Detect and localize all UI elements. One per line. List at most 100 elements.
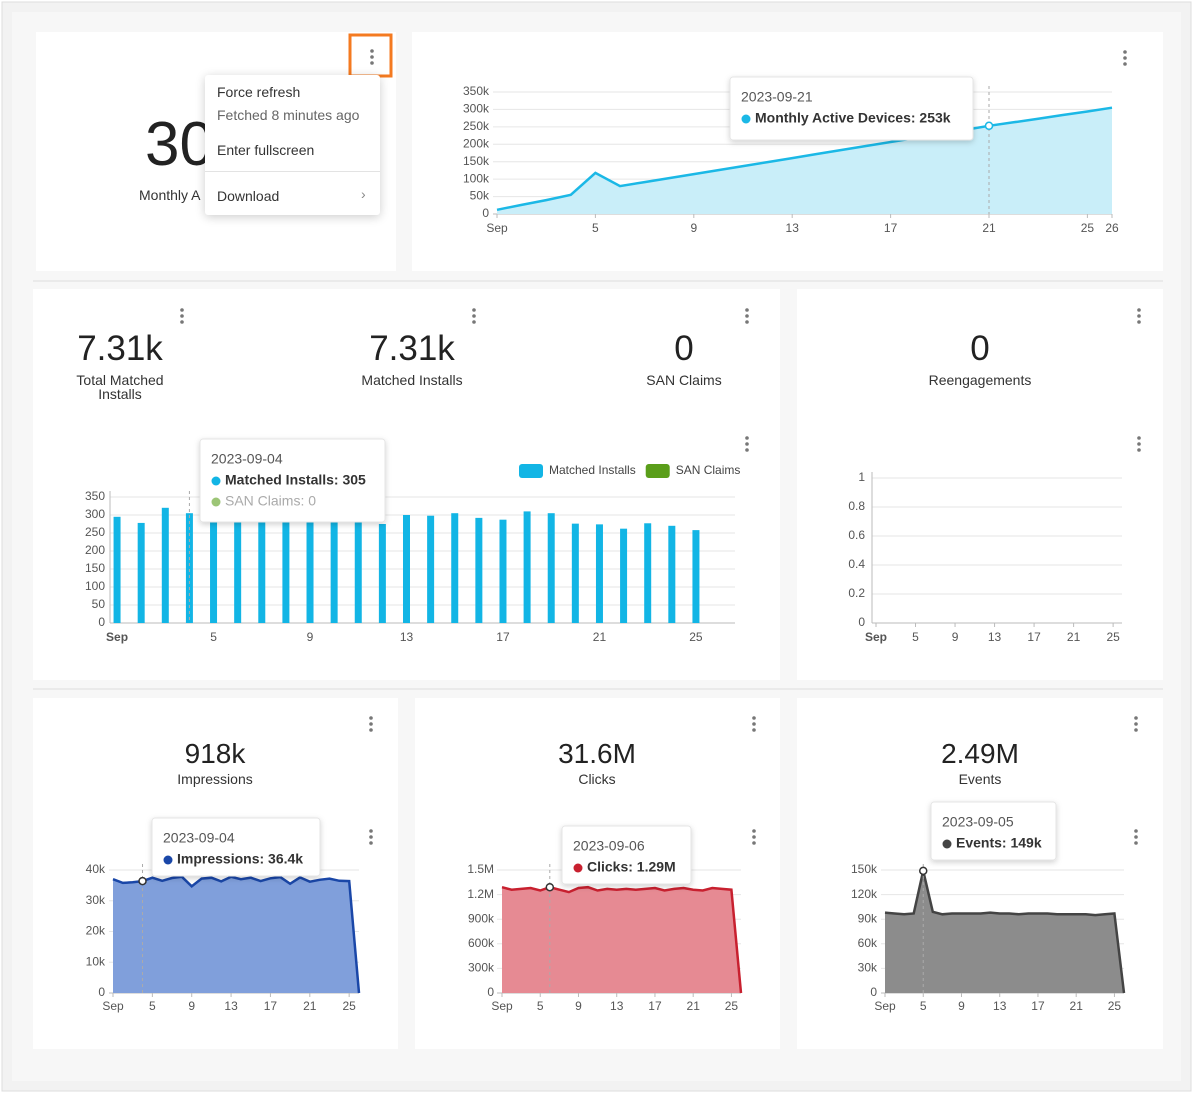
kpi-value: 918k <box>184 738 246 769</box>
x-tick-label: Sep <box>102 999 124 1013</box>
line <box>112 875 361 994</box>
bar <box>234 521 242 623</box>
dot <box>180 314 184 318</box>
x-tick-label: 25 <box>1081 221 1095 235</box>
x-tick-label: 17 <box>1027 630 1041 644</box>
menu-item[interactable]: Force refresh <box>217 84 301 100</box>
line <box>884 870 1126 994</box>
more-options[interactable] <box>1137 436 1141 452</box>
tooltip-item: SAN Claims: 0 <box>225 493 316 509</box>
more-options[interactable] <box>752 829 756 845</box>
y-tick-label: 0 <box>98 985 105 999</box>
dot <box>1123 50 1127 54</box>
y-tick-label: 0 <box>98 615 105 629</box>
bar <box>378 524 386 623</box>
tooltip-dot <box>211 476 221 486</box>
dot <box>1123 62 1127 66</box>
more-options[interactable] <box>180 308 184 324</box>
area-fill <box>885 870 1124 993</box>
legend-swatch <box>645 464 670 478</box>
more-options[interactable] <box>1134 716 1138 732</box>
x-tick-label: 9 <box>958 999 965 1013</box>
tooltip-title: 2023-09-04 <box>211 451 283 467</box>
bar <box>354 522 362 623</box>
y-tick-label: 150k <box>463 154 490 168</box>
dot <box>369 841 373 845</box>
x-tick-label: 17 <box>1031 999 1045 1013</box>
y-tick-label: 40k <box>86 862 106 876</box>
menu-item[interactable]: Enter fullscreen <box>217 142 315 158</box>
legend-label: SAN Claims <box>676 463 741 477</box>
y-tick-label: 120k <box>851 887 878 901</box>
tooltip-dot <box>573 863 583 873</box>
menu-note: Fetched 8 minutes ago <box>217 107 360 123</box>
bar <box>258 521 266 623</box>
x-tick-label: 5 <box>920 999 927 1013</box>
dot <box>745 436 749 440</box>
line <box>496 106 1113 212</box>
dot <box>370 55 374 59</box>
dot <box>369 716 373 720</box>
y-tick-label: 0 <box>482 206 489 220</box>
x-tick-label: 21 <box>303 999 317 1013</box>
legend-swatch <box>519 464 543 478</box>
bar <box>668 525 676 623</box>
y-tick-label: 300k <box>463 102 490 116</box>
dot <box>370 61 374 65</box>
kpi-value: 30 <box>145 110 214 179</box>
x-tick-label: 21 <box>1070 999 1084 1013</box>
dot <box>1137 448 1141 452</box>
y-tick-label: 300 <box>85 507 105 521</box>
y-tick-label: 50k <box>470 189 490 203</box>
more-options[interactable] <box>745 436 749 452</box>
bar <box>403 515 410 623</box>
x-tick-label: 5 <box>912 630 919 644</box>
dot <box>752 722 756 726</box>
more-options[interactable] <box>370 49 374 65</box>
kpi-value: 0 <box>970 329 990 368</box>
x-tick-label: 21 <box>593 630 607 644</box>
bar <box>210 520 218 623</box>
y-tick-label: 50 <box>92 597 106 611</box>
x-tick-label: 9 <box>952 630 959 644</box>
area-fill <box>113 876 359 993</box>
menu-item[interactable]: Download <box>217 188 280 204</box>
kpi-value: 2.49M <box>941 738 1019 769</box>
more-options[interactable] <box>752 716 756 732</box>
more-options[interactable] <box>369 829 373 845</box>
legend-label: Matched Installs <box>549 463 636 477</box>
dot <box>369 829 373 833</box>
x-tick-label: 9 <box>575 999 582 1013</box>
tooltip <box>199 438 386 523</box>
tooltip-item: Monthly Active Devices: 253k <box>755 110 951 126</box>
y-tick-label: 1.2M <box>467 887 494 901</box>
more-options[interactable] <box>1137 308 1141 324</box>
y-tick-label: 150 <box>85 561 105 575</box>
more-options[interactable] <box>1123 50 1127 66</box>
x-tick-label: Sep <box>874 999 896 1013</box>
submenu-chevron: › <box>361 186 366 202</box>
x-tick-label: 5 <box>210 630 217 644</box>
more-options[interactable] <box>369 716 373 732</box>
y-tick-label: 30k <box>858 961 878 975</box>
dot <box>1137 308 1141 312</box>
kpi-label: Clicks <box>578 771 616 787</box>
kpi-value: 7.31k <box>77 329 163 368</box>
more-options[interactable] <box>1134 829 1138 845</box>
hover-point <box>918 866 928 876</box>
more-options[interactable] <box>745 308 749 324</box>
dot <box>1134 841 1138 845</box>
tooltip-dot <box>741 114 751 124</box>
dot <box>752 716 756 720</box>
dot <box>752 829 756 833</box>
more-options[interactable] <box>472 308 476 324</box>
x-tick-label: 13 <box>993 999 1007 1013</box>
y-tick-label: 200k <box>463 136 490 150</box>
x-tick-label: 25 <box>1108 999 1122 1013</box>
x-tick-label: 17 <box>264 999 278 1013</box>
dot <box>1137 436 1141 440</box>
x-tick-label: 5 <box>149 999 156 1013</box>
kpi-label: Reengagements <box>928 372 1032 388</box>
tooltip-item: Impressions: 36.4k <box>177 851 303 867</box>
